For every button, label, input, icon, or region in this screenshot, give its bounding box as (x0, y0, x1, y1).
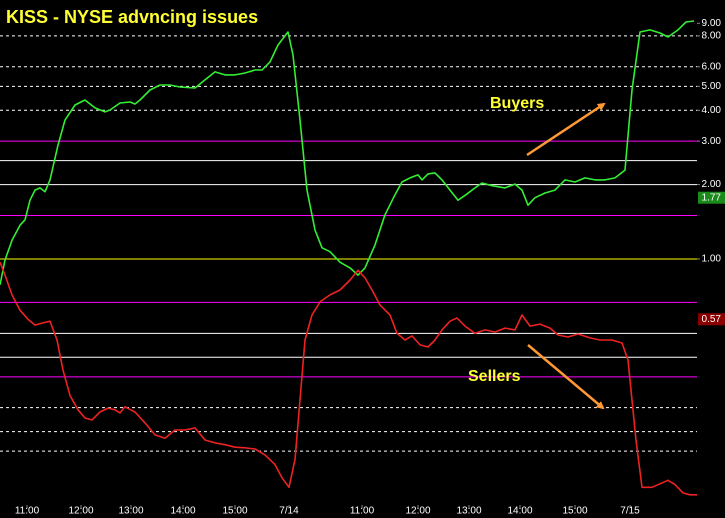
last-value-label: 1.77 (702, 192, 722, 203)
x-tick-label: 7/15 (620, 506, 640, 517)
series-lines (0, 20, 697, 496)
y-tick-label: 9.00 (702, 18, 722, 29)
x-tick-label: 13:00 (456, 506, 481, 517)
x-tick-label: 15:00 (222, 506, 247, 517)
series-line (0, 261, 697, 496)
y-tick-label: 5.00 (702, 81, 722, 92)
x-tick-label: 14:00 (170, 506, 195, 517)
arrow (526, 102, 606, 157)
y-tick-label: 4.00 (702, 105, 722, 116)
x-tick-label: 11:00 (350, 506, 375, 517)
series-line (0, 20, 695, 286)
x-tick-label: 11:00 (15, 506, 40, 517)
x-tick-label: 7/14 (279, 506, 299, 517)
annotation: Sellers (468, 368, 521, 385)
x-tick-label: 13:00 (118, 506, 143, 517)
last-value-label: 0.57 (702, 314, 722, 325)
chart-title: KISS - NYSE advncing issues (6, 7, 258, 27)
x-tick-label: 12:00 (405, 506, 430, 517)
y-tick-label: 6.00 (702, 61, 722, 72)
axes: 9.00 8.00 6.00 5.00 4.00 3.00 2.00 1.00 1.77 0.57… (15, 18, 725, 517)
last-value-box (698, 191, 725, 204)
y-tick-label: 1.00 (702, 254, 722, 265)
y-tick-label: 2.00 (702, 179, 722, 190)
x-tick-label: 15:00 (562, 506, 587, 517)
y-tick-label: 3.00 (702, 136, 722, 147)
x-tick-label: 14:00 (507, 506, 532, 517)
arrow (527, 344, 605, 410)
last-value-box (698, 313, 725, 326)
y-tick-label: 8.00 (702, 31, 722, 42)
x-tick-label: 12:00 (68, 506, 93, 517)
annotation: Buyers (490, 95, 544, 112)
reference-lines (0, 35, 697, 452)
